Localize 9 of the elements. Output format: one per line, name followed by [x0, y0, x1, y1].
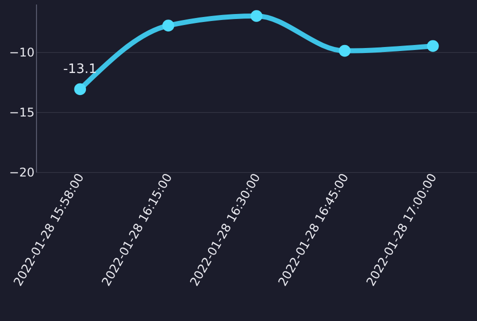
point — [338, 44, 351, 57]
point — [426, 40, 439, 52]
y-tick-label: −10 — [9, 46, 34, 60]
y-tick-label: −15 — [9, 106, 34, 120]
data-label: -13.1 — [63, 62, 97, 78]
point — [250, 10, 262, 22]
point — [74, 83, 86, 96]
y-tick-label: −20 — [9, 166, 34, 180]
point — [162, 20, 174, 32]
